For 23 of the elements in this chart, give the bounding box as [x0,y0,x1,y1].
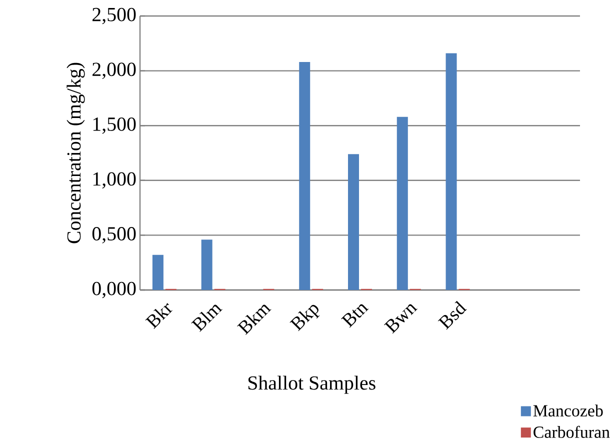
bar [299,62,310,290]
bar [152,254,164,290]
y-tick-label: 1,500 [93,117,136,134]
legend-label: Carbofuran [534,426,610,438]
bar [348,154,359,290]
y-tick-label: 1,000 [93,172,136,189]
y-tick-label: 0,000 [92,282,136,298]
y-axis-title: Concentration (mg/kg) [66,62,85,244]
bar [446,53,457,290]
x-tick-label: Bkm [237,304,272,335]
x-tick-label: Bkp [290,304,320,332]
x-axis-title: Shallot Samples [248,376,376,394]
x-tick-label: Bsd [438,300,467,330]
x-tick-label: Blm [191,304,222,332]
bar [396,116,408,290]
x-tick-label: Bwn [384,304,418,334]
bar [201,240,212,290]
y-tick-label: 0,500 [92,227,136,244]
x-tick-label: Btn [341,304,369,328]
y-tick-label: 2,500 [92,8,136,24]
y-tick-label: 2,000 [92,62,136,79]
x-tick-label: Bkr [145,303,172,329]
legend-label: Mancozeb [533,404,603,417]
